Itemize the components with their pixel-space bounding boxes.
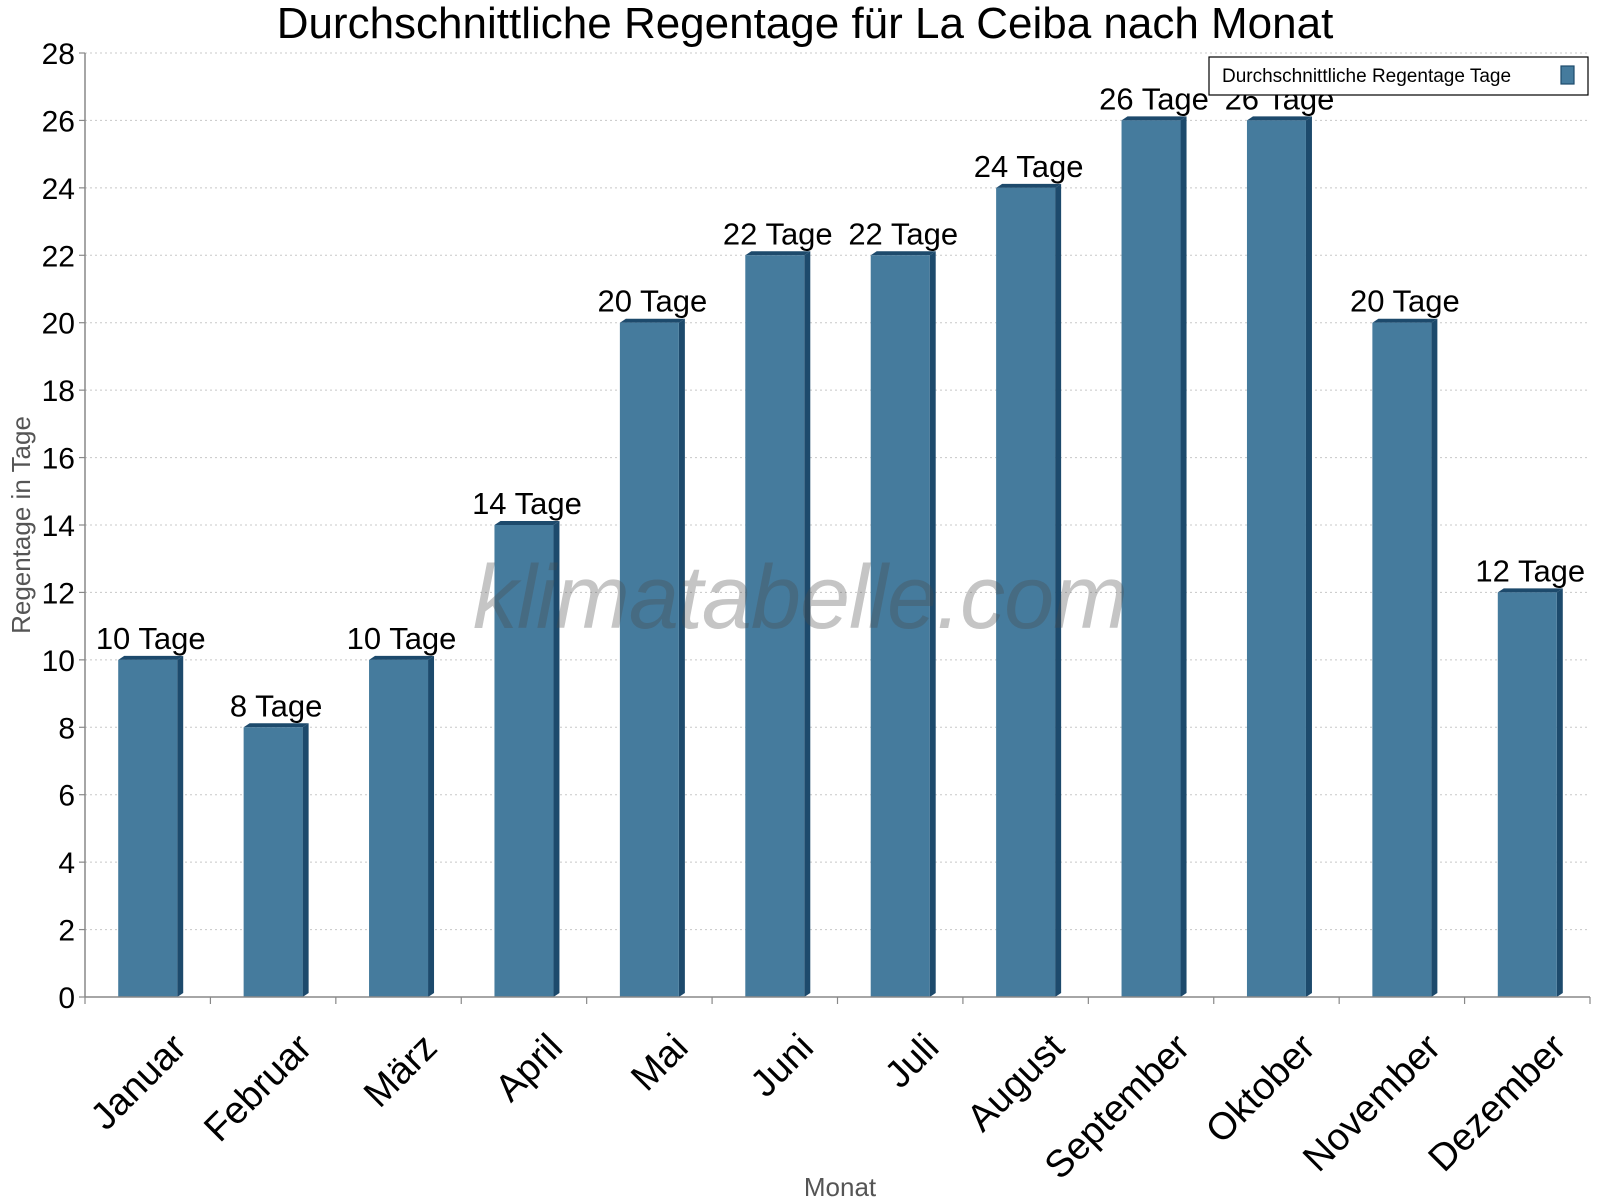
bar bbox=[118, 659, 178, 997]
bar-top bbox=[1246, 116, 1312, 121]
bar-top bbox=[1372, 318, 1438, 323]
y-tick-label: 8 bbox=[58, 712, 75, 745]
data-label: 26 Tage bbox=[1099, 81, 1209, 116]
data-label: 12 Tage bbox=[1475, 553, 1585, 588]
x-tick-label: April bbox=[488, 1026, 571, 1109]
bar-side bbox=[553, 521, 560, 997]
bar-top bbox=[494, 521, 560, 525]
bar-top bbox=[870, 251, 936, 256]
bar bbox=[870, 255, 930, 998]
legend-entry-label: Durchschnittliche Regentage Tage bbox=[1222, 66, 1511, 87]
bar-top bbox=[1497, 588, 1563, 593]
x-tick-label: Juli bbox=[877, 1026, 947, 1096]
grid-lines bbox=[85, 52, 1590, 931]
bar-top bbox=[118, 655, 184, 660]
data-label: 14 Tage bbox=[472, 486, 582, 521]
data-label: 24 Tage bbox=[974, 149, 1084, 184]
bar-top bbox=[369, 655, 435, 660]
bar-top bbox=[1121, 116, 1187, 121]
data-label: 10 Tage bbox=[96, 621, 206, 656]
y-tick-label: 24 bbox=[42, 173, 75, 206]
bar-side bbox=[1556, 588, 1563, 997]
bar bbox=[494, 525, 554, 997]
bar bbox=[1497, 592, 1557, 997]
watermark: klimatabelle.com bbox=[473, 548, 1127, 648]
data-label: 10 Tage bbox=[347, 621, 457, 656]
chart-title: Durchschnittliche Regentage für La Ceiba… bbox=[277, 0, 1334, 48]
bar-side bbox=[302, 723, 309, 997]
data-label: 20 Tage bbox=[597, 284, 707, 319]
bar-side bbox=[428, 655, 435, 997]
data-label: 8 Tage bbox=[230, 688, 323, 723]
bar-side bbox=[804, 251, 811, 998]
y-tick-label: 16 bbox=[42, 443, 75, 476]
bar-top bbox=[745, 251, 811, 256]
bar-side bbox=[678, 318, 685, 997]
bar-top bbox=[243, 723, 309, 728]
bar-side bbox=[1180, 116, 1187, 997]
legend: Durchschnittliche Regentage Tage bbox=[1208, 56, 1589, 96]
y-tick-label: 26 bbox=[42, 105, 75, 138]
bar-side bbox=[929, 251, 936, 998]
y-tick-label: 10 bbox=[42, 645, 75, 678]
x-tick-label: Juni bbox=[743, 1026, 822, 1105]
y-axis-label: Regentage in Tage bbox=[6, 416, 36, 634]
x-tick-label: März bbox=[356, 1026, 445, 1115]
y-tick-label: 14 bbox=[42, 510, 75, 543]
x-tick-label: Dezember bbox=[1421, 1026, 1575, 1180]
bar-side bbox=[1055, 183, 1062, 997]
data-label: 20 Tage bbox=[1350, 284, 1460, 319]
x-tick-label: August bbox=[959, 1026, 1073, 1140]
y-tick-label: 4 bbox=[58, 847, 75, 880]
x-tick-label: Januar bbox=[83, 1026, 195, 1138]
x-tick-label: Mai bbox=[623, 1026, 696, 1099]
bar bbox=[1246, 120, 1306, 997]
y-tick-label: 2 bbox=[58, 915, 75, 948]
x-axis-label: Monat bbox=[804, 1172, 877, 1200]
data-labels: 10 Tage 8 Tage 10 Tage 14 Tage 20 Tage 22 Tag… bbox=[96, 81, 1585, 723]
data-label: 22 Tage bbox=[848, 216, 958, 251]
x-tick-label: Oktober bbox=[1198, 1026, 1324, 1152]
legend-swatch bbox=[1560, 65, 1575, 85]
bar bbox=[1121, 120, 1181, 997]
bar-top bbox=[996, 183, 1062, 188]
bar-series bbox=[118, 116, 1563, 998]
x-tick-label: Februar bbox=[196, 1026, 320, 1150]
data-label: 22 Tage bbox=[723, 216, 833, 251]
bar-side bbox=[1431, 318, 1438, 997]
legend-box bbox=[1208, 56, 1589, 96]
bar bbox=[745, 255, 805, 998]
bar bbox=[996, 187, 1056, 997]
bar-side bbox=[177, 655, 184, 997]
y-tick-label: 20 bbox=[42, 308, 75, 341]
y-tick-label: 18 bbox=[42, 375, 75, 408]
y-tick-label: 22 bbox=[42, 240, 75, 273]
bar bbox=[369, 659, 429, 997]
bar bbox=[1372, 322, 1432, 997]
bar-side bbox=[1305, 116, 1312, 997]
y-tick-label: 6 bbox=[58, 780, 75, 813]
y-tick-label: 0 bbox=[58, 982, 75, 1015]
bar-top bbox=[619, 318, 685, 323]
bar bbox=[619, 322, 679, 997]
y-tick-label: 28 bbox=[42, 38, 75, 71]
x-axis-ticks: Januar Februar März April Mai Juni Juli AugustS… bbox=[83, 997, 1591, 1187]
bar bbox=[243, 727, 303, 997]
y-tick-label: 12 bbox=[42, 577, 75, 610]
